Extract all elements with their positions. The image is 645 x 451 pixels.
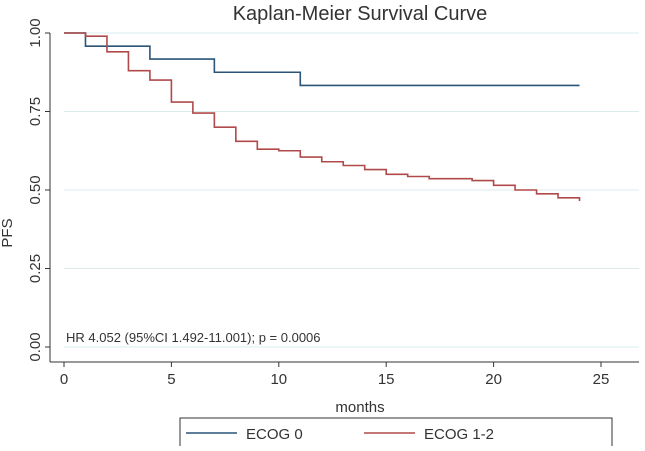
y-tick-label-0: 0.00 (27, 332, 44, 361)
y-tick-label-2: 0.50 (27, 175, 44, 204)
x-tick-label-1: 5 (167, 371, 175, 388)
y-axis-title: PFS (0, 218, 16, 247)
legend-label-ecog-1-2: ECOG 1-2 (424, 426, 494, 443)
series-line-ecog-1-2 (64, 32, 581, 201)
series-line-ecog-0 (64, 32, 580, 87)
chart-title: Kaplan-Meier Survival Curve (233, 3, 488, 25)
legend-label-ecog-0: ECOG 0 (246, 426, 303, 443)
x-tick-label-2: 10 (270, 371, 287, 388)
grid-layer (64, 32, 639, 348)
x-tick-label-0: 0 (60, 371, 68, 388)
series-layer (64, 32, 581, 201)
y-tick-label-1: 0.25 (27, 254, 44, 283)
y-tick-label-4: 1.00 (27, 18, 44, 47)
hazard-ratio-annotation: HR 4.052 (95%CI 1.492-11.001); p = 0.000… (66, 330, 321, 345)
axis-layer: 0.00 0.25 0.50 0.75 1.00 0 5 10 15 20 25 (27, 18, 639, 388)
x-tick-label-4: 20 (485, 371, 502, 388)
x-axis-title: months (335, 399, 384, 416)
legend-frame (179, 417, 613, 449)
chart-legend: ECOG 0 ECOG 1-2 (179, 417, 613, 449)
y-tick-label-3: 0.75 (27, 97, 44, 126)
x-tick-label-5: 25 (593, 371, 610, 388)
x-tick-label-3: 15 (378, 371, 395, 388)
